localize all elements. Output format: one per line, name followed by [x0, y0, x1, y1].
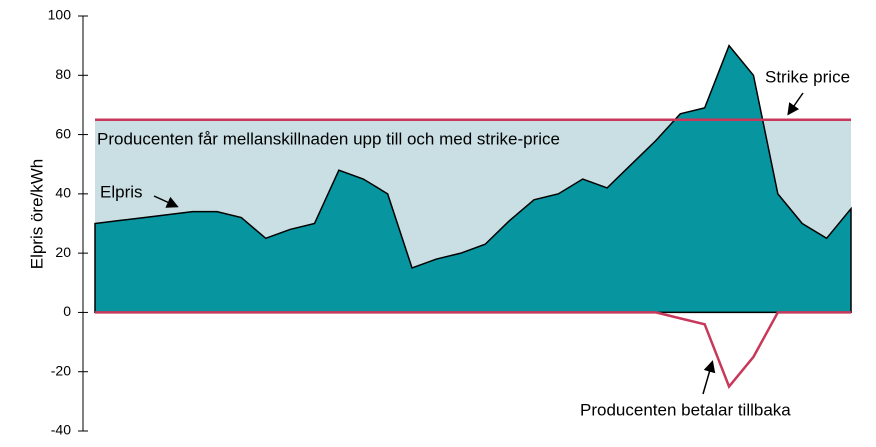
y-tick-label: -40: [51, 422, 71, 438]
arrow: [702, 360, 716, 395]
y-tick-label: 60: [55, 125, 71, 141]
y-tick-label: -20: [51, 362, 71, 378]
area: [94, 44, 852, 314]
y-axis-label: Elpris öre/kWh: [27, 159, 46, 270]
elpris-label: Elpris: [100, 182, 143, 201]
arrow: [787, 92, 804, 116]
y-tick-label: 100: [48, 7, 72, 23]
y-tick-label: 40: [55, 185, 71, 201]
line: [95, 311, 851, 389]
y-tick-label: 80: [55, 66, 71, 82]
strike-label: Strike price: [765, 67, 850, 86]
y-tick-label: 0: [63, 303, 71, 319]
y-tick-label: 20: [55, 244, 71, 260]
band-label: Producenten får mellanskillnaden upp til…: [97, 129, 560, 148]
payback-label: Producenten betalar tillbaka: [580, 400, 791, 419]
arrow: [153, 195, 179, 208]
